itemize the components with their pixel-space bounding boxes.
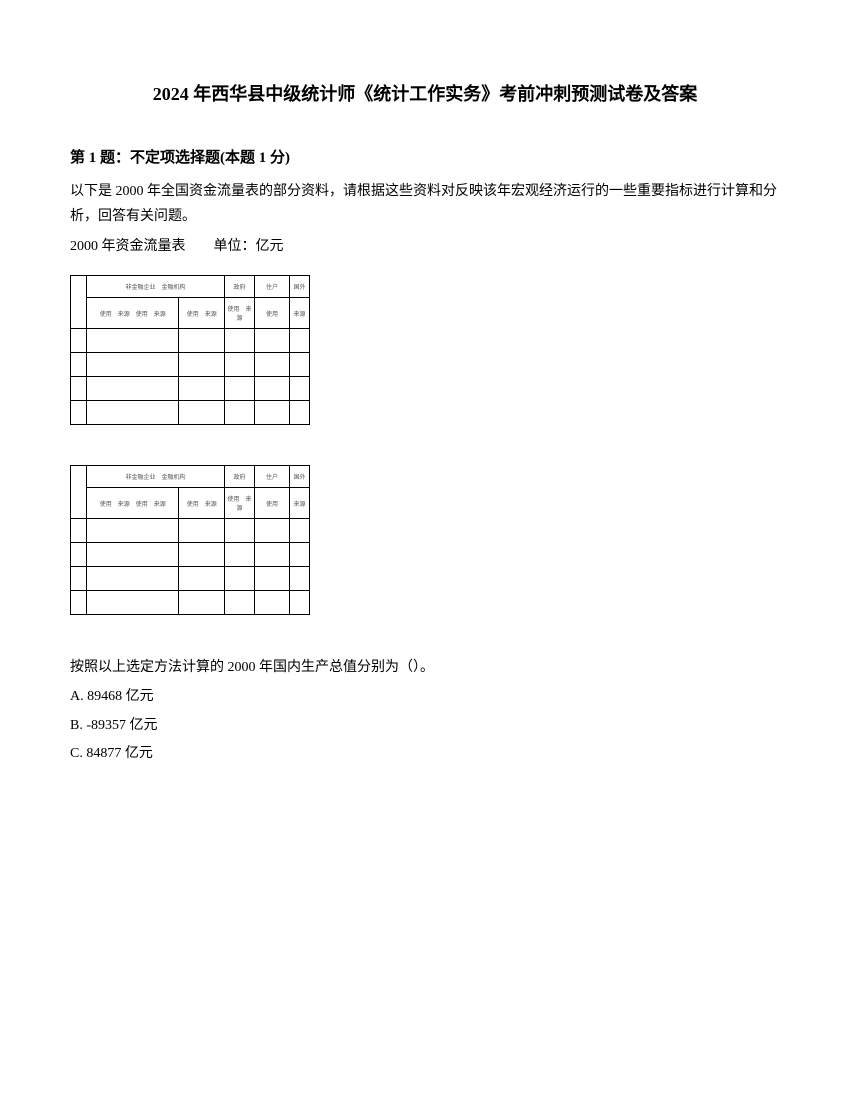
table-cell: 来源 [290, 298, 310, 329]
table-cell [71, 377, 87, 401]
table-cell [179, 401, 225, 425]
table-cell: 使用 [255, 488, 290, 519]
table-cell [290, 591, 310, 615]
table-cell [71, 401, 87, 425]
table-cell: 使用 来源 [179, 488, 225, 519]
table-cell [225, 591, 255, 615]
table-cell [87, 567, 179, 591]
table-cell: 非金融企业 金融机构 [87, 276, 225, 298]
option-b: B. -89357 亿元 [70, 713, 780, 740]
table-cell [255, 543, 290, 567]
table-cell [87, 519, 179, 543]
table-cell [71, 466, 87, 519]
table-cell [179, 519, 225, 543]
table-cell [71, 567, 87, 591]
data-table-2: 非金融企业 金融机构 政府 住户 国外 使用 来源 使用 来源 使用 来源 使用… [70, 465, 310, 615]
table-cell [255, 377, 290, 401]
intro-text: 以下是 2000 年全国资金流量表的部分资料，请根据这些资料对反映该年宏观经济运… [70, 179, 780, 229]
table-cell: 使用 来源 [179, 298, 225, 329]
table-cell [290, 543, 310, 567]
table-cell [71, 591, 87, 615]
table-cell [255, 401, 290, 425]
table-cell [87, 543, 179, 567]
table-cell [87, 401, 179, 425]
table-cell [179, 591, 225, 615]
table-cell [290, 329, 310, 353]
table-cell [255, 591, 290, 615]
table-cell: 住户 [255, 466, 290, 488]
table-cell [255, 329, 290, 353]
table-cell: 来源 [290, 488, 310, 519]
table-cell [225, 519, 255, 543]
table-cell: 政府 [225, 466, 255, 488]
table-cell [290, 519, 310, 543]
table-cell [179, 329, 225, 353]
option-c: C. 84877 亿元 [70, 741, 780, 768]
table-cell [71, 353, 87, 377]
table-cell [225, 353, 255, 377]
table-cell [179, 353, 225, 377]
table-cell [290, 401, 310, 425]
table-cell: 非金融企业 金融机构 [87, 466, 225, 488]
table-cell: 使用 来源 使用 来源 [87, 488, 179, 519]
table-cell [255, 353, 290, 377]
table-caption: 2000 年资金流量表 单位：亿元 [70, 235, 780, 255]
table-cell: 使用 来源 使用 来源 [87, 298, 179, 329]
table-cell [255, 519, 290, 543]
document-title: 2024 年西华县中级统计师《统计工作实务》考前冲刺预测试卷及答案 [70, 80, 780, 106]
option-a: A. 89468 亿元 [70, 684, 780, 711]
table-cell [87, 591, 179, 615]
table-cell [290, 377, 310, 401]
table-cell: 住户 [255, 276, 290, 298]
table-cell [71, 276, 87, 329]
table-cell [179, 377, 225, 401]
table-cell [290, 567, 310, 591]
question-text: 按照以上选定方法计算的 2000 年国内生产总值分别为（）。 [70, 655, 780, 682]
table-cell [71, 519, 87, 543]
table-cell: 使用 来源 [225, 298, 255, 329]
table-cell [87, 353, 179, 377]
table-cell: 国外 [290, 466, 310, 488]
question-header: 第 1 题：不定项选择题(本题 1 分) [70, 146, 780, 167]
data-table-1: 非金融企业 金融机构 政府 住户 国外 使用 来源 使用 来源 使用 来源 使用… [70, 275, 310, 425]
table-cell [225, 401, 255, 425]
table-cell [71, 543, 87, 567]
table-cell [225, 567, 255, 591]
table-cell [225, 329, 255, 353]
table-section-1: 非金融企业 金融机构 政府 住户 国外 使用 来源 使用 来源 使用 来源 使用… [70, 275, 780, 425]
table-cell [225, 377, 255, 401]
table-cell: 使用 [255, 298, 290, 329]
table-cell [179, 543, 225, 567]
table-cell [87, 377, 179, 401]
table-cell [179, 567, 225, 591]
table-cell [255, 567, 290, 591]
table-cell: 国外 [290, 276, 310, 298]
table-cell: 使用 来源 [225, 488, 255, 519]
table-cell [225, 543, 255, 567]
table-section-2: 非金融企业 金融机构 政府 住户 国外 使用 来源 使用 来源 使用 来源 使用… [70, 465, 780, 615]
table-cell [87, 329, 179, 353]
table-cell: 政府 [225, 276, 255, 298]
table-cell [71, 329, 87, 353]
table-cell [290, 353, 310, 377]
